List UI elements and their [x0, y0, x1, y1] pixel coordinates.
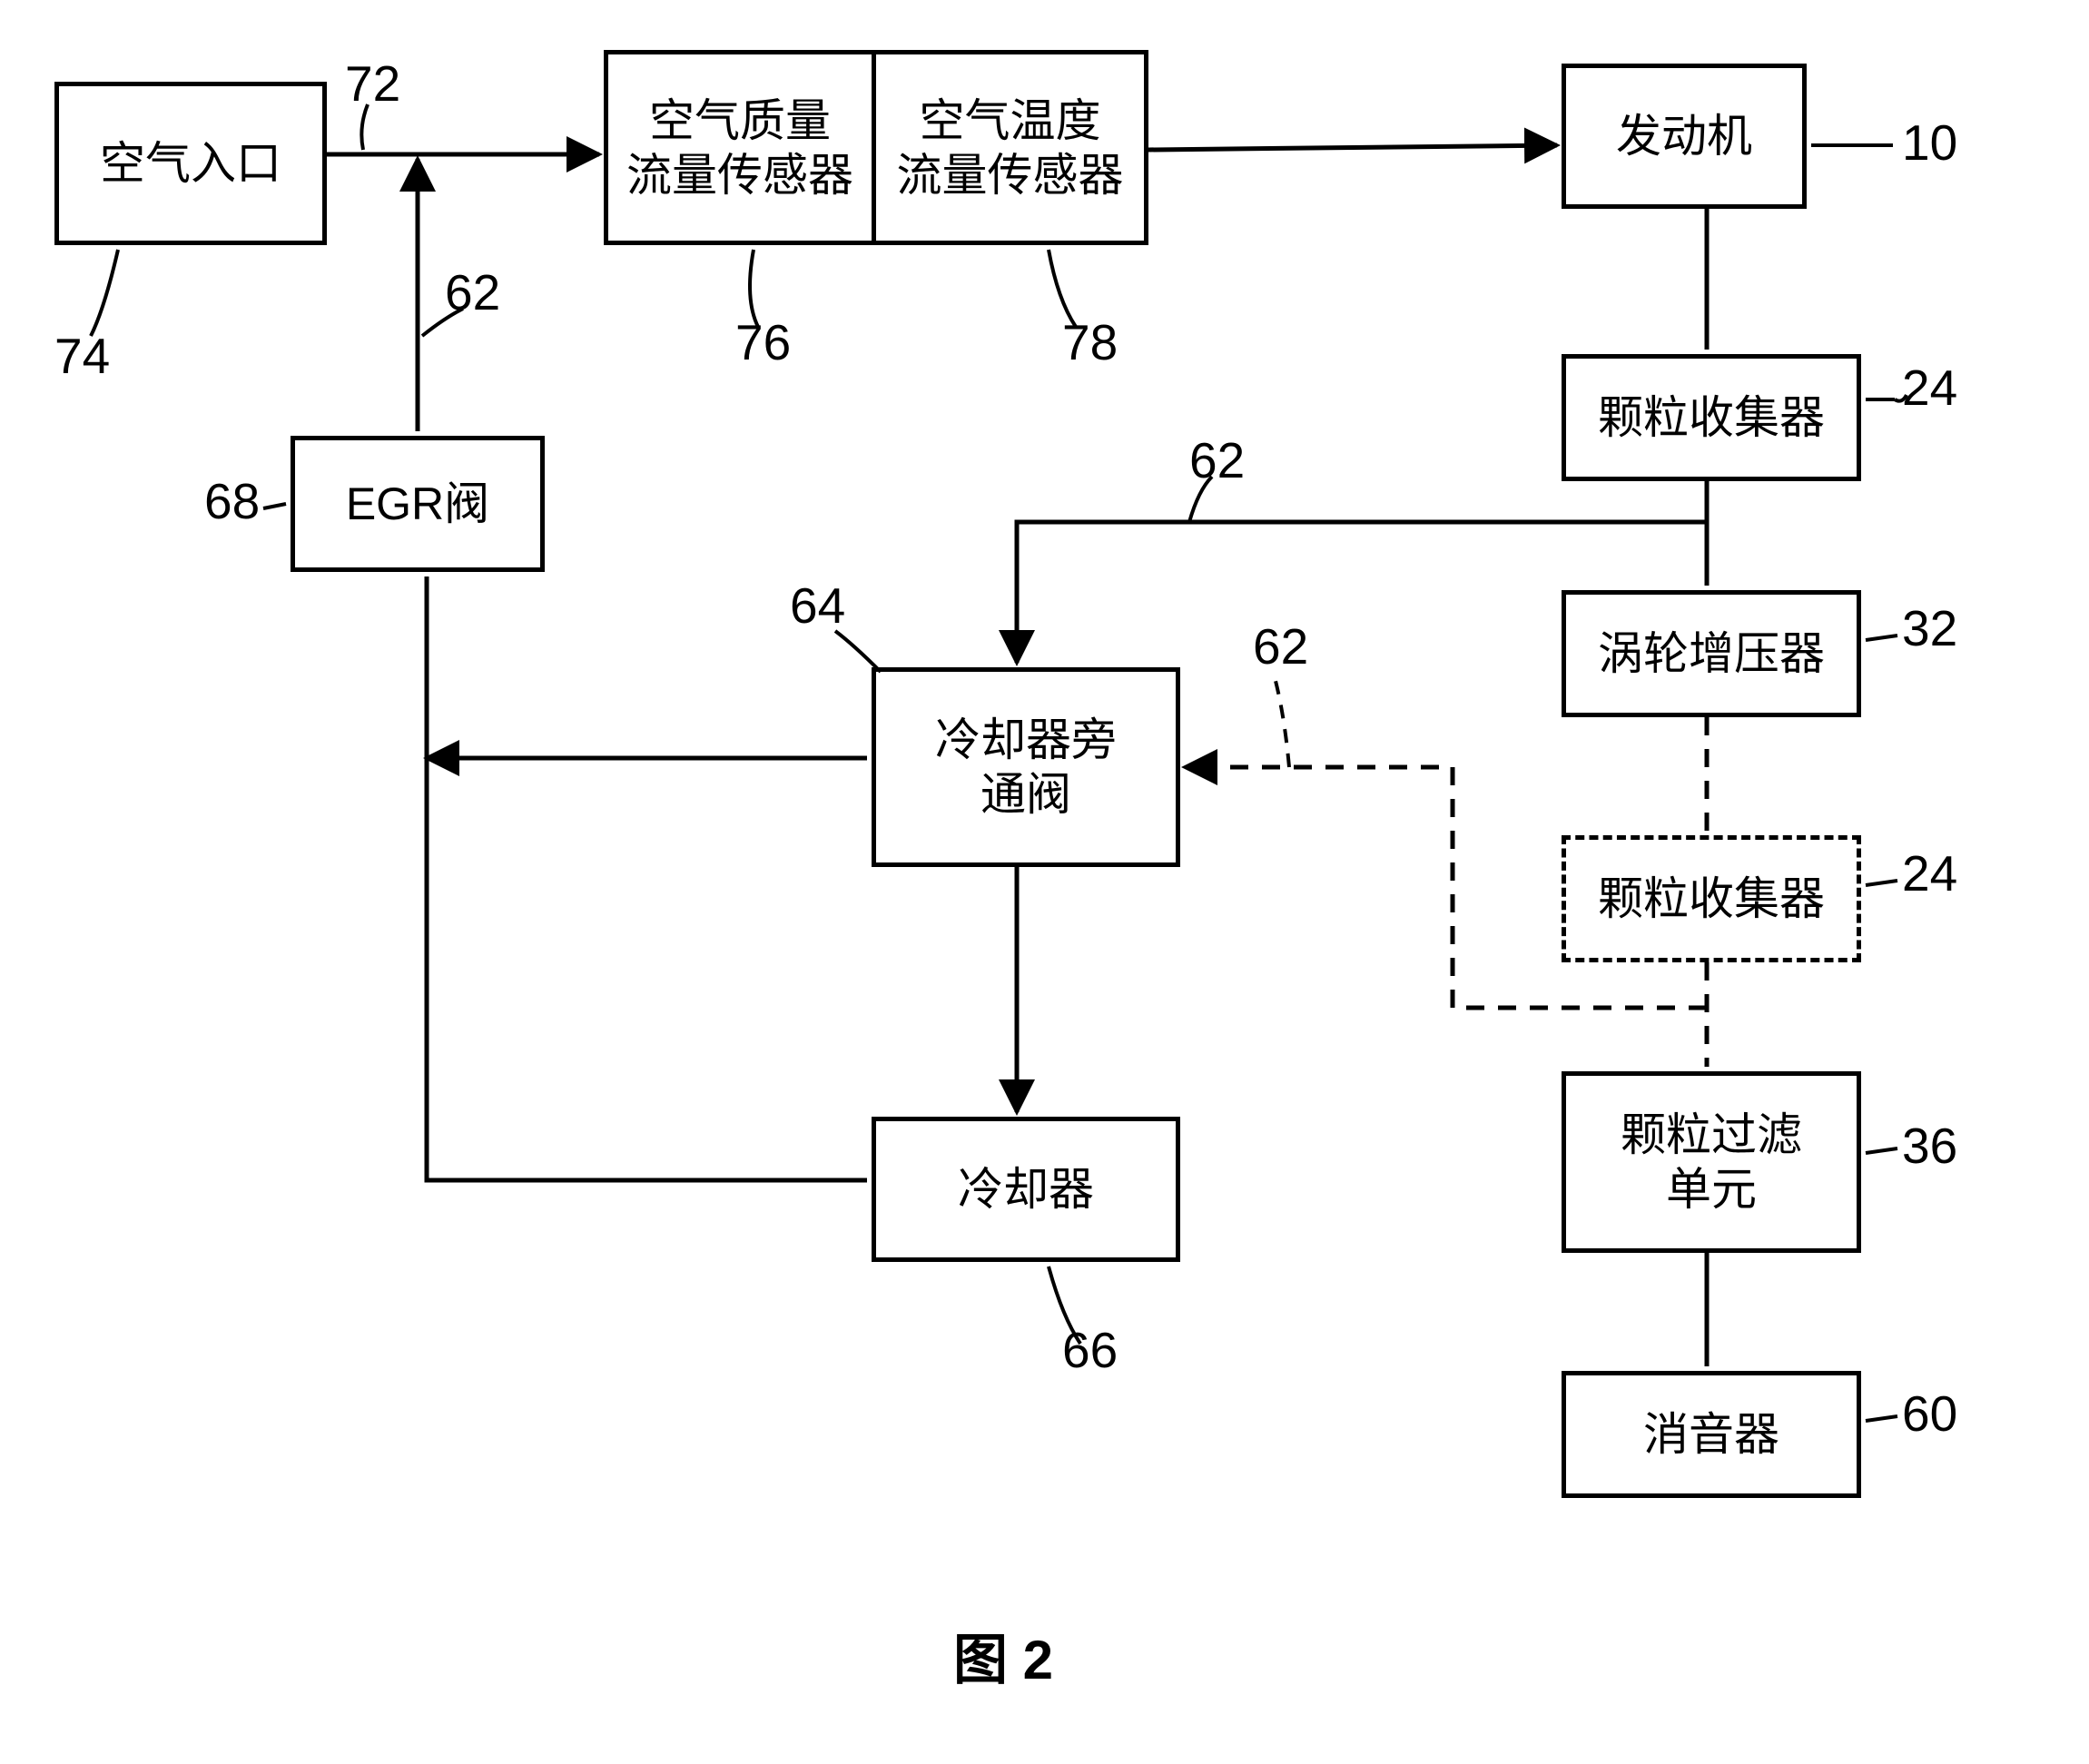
box-label: 空气温度流量传感器: [897, 94, 1124, 202]
ref-66: 66: [1062, 1321, 1118, 1379]
ref-62-c: 62: [1253, 617, 1308, 675]
ref-72: 72: [345, 54, 400, 113]
box-particle-filter: 颗粒过滤单元: [1562, 1071, 1861, 1253]
box-turbo: 涡轮增压器: [1562, 590, 1861, 717]
ref-74: 74: [54, 327, 110, 385]
ref-78: 78: [1062, 313, 1118, 371]
box-label: 颗粒收集器: [1598, 390, 1825, 445]
ref-62-a: 62: [445, 263, 500, 321]
box-label: 冷却器: [958, 1162, 1094, 1217]
box-label: 冷却器旁通阀: [935, 713, 1117, 822]
figure-caption: 图 2: [953, 1616, 1053, 1695]
box-label: 消音器: [1643, 1407, 1779, 1462]
box-label: 颗粒过滤单元: [1621, 1108, 1802, 1217]
diagram-canvas: 空气入口 空气质量流量传感器 空气温度流量传感器 发动机 颗粒收集器 涡轮增压器…: [0, 0, 2089, 1764]
box-cooler: 冷却器: [872, 1117, 1180, 1262]
box-label: 空气质量流量传感器: [626, 94, 853, 202]
ref-10: 10: [1902, 113, 1957, 172]
box-label: 颗粒收集器: [1598, 872, 1825, 926]
box-particle-trap-2: 颗粒收集器: [1562, 835, 1861, 962]
box-particle-trap-1: 颗粒收集器: [1562, 354, 1861, 481]
box-egr-valve: EGR阀: [291, 436, 545, 572]
ref-76: 76: [735, 313, 791, 371]
box-air-inlet: 空气入口: [54, 82, 327, 245]
box-engine: 发动机: [1562, 64, 1807, 209]
box-maf-sensor: 空气质量流量传感器: [604, 50, 876, 245]
ref-32: 32: [1902, 599, 1957, 657]
box-cooler-bypass: 冷却器旁通阀: [872, 667, 1180, 867]
ref-24-b: 24: [1902, 844, 1957, 902]
box-muffler: 消音器: [1562, 1371, 1861, 1498]
ref-60: 60: [1902, 1385, 1957, 1443]
box-label: 涡轮增压器: [1598, 626, 1825, 681]
ref-62-b: 62: [1189, 431, 1245, 489]
box-airtemp-sensor: 空气温度流量传感器: [872, 50, 1148, 245]
ref-24-a: 24: [1902, 359, 1957, 417]
ref-64: 64: [790, 577, 845, 635]
box-label: 空气入口: [100, 136, 281, 191]
ref-36: 36: [1902, 1117, 1957, 1175]
box-label: EGR阀: [346, 477, 489, 531]
box-label: 发动机: [1616, 109, 1752, 163]
ref-68: 68: [204, 472, 260, 530]
